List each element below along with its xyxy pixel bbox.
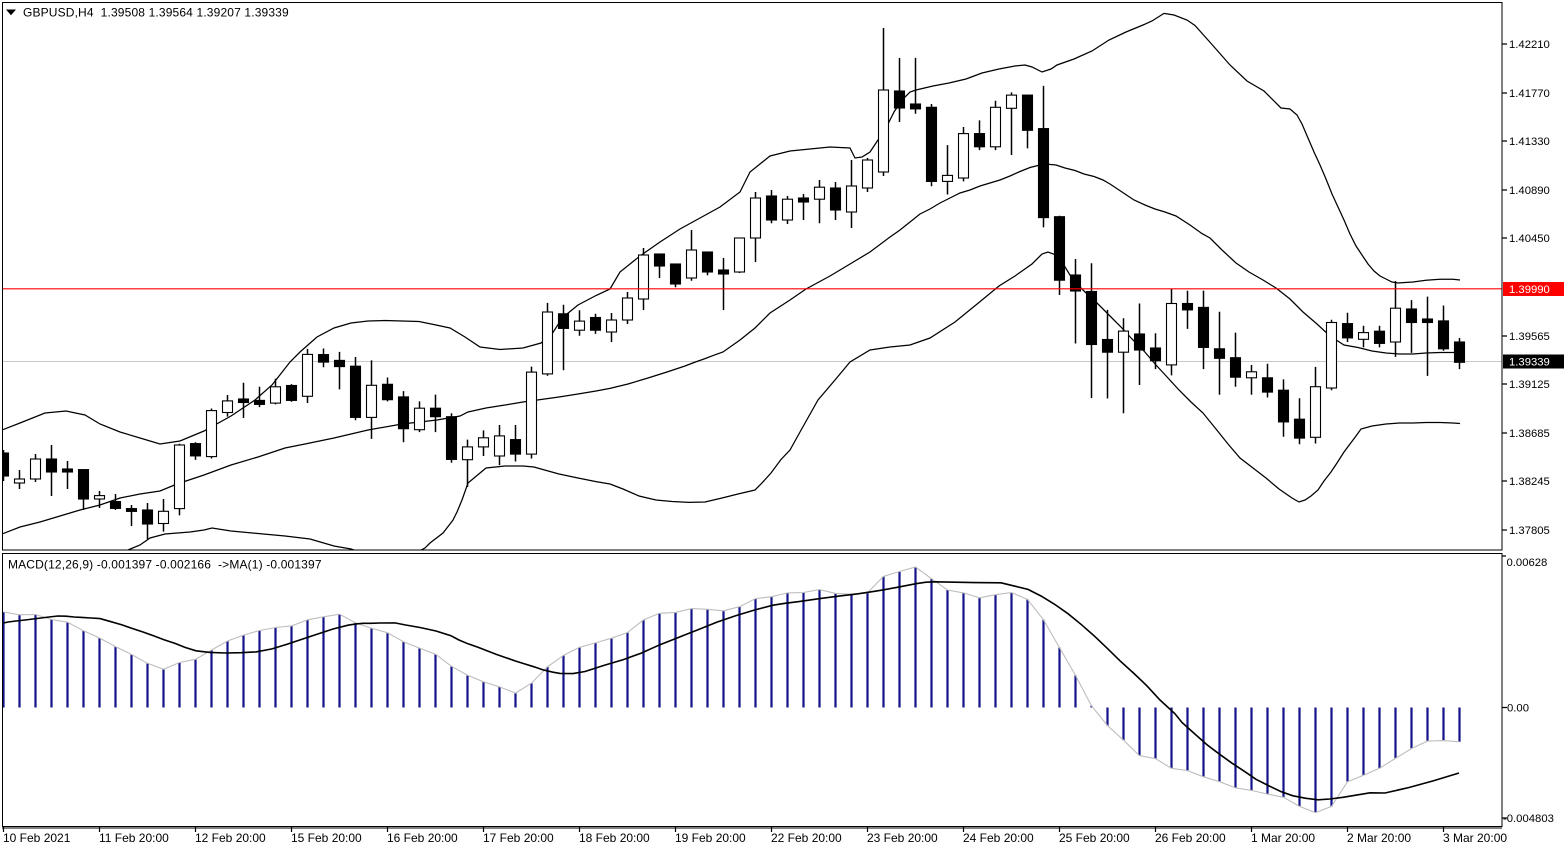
svg-text:MACD(12,26,9) -0.001397 -0.002: MACD(12,26,9) -0.001397 -0.002166 ->MA(1… [8, 558, 322, 572]
svg-text:22 Feb 20:00: 22 Feb 20:00 [771, 831, 842, 845]
svg-text:18 Feb 20:00: 18 Feb 20:00 [579, 831, 650, 845]
svg-text:1.39339: 1.39339 [1509, 357, 1550, 369]
svg-text:15 Feb 20:00: 15 Feb 20:00 [291, 831, 362, 845]
svg-text:2 Mar 20:00: 2 Mar 20:00 [1347, 831, 1411, 845]
svg-text:25 Feb 20:00: 25 Feb 20:00 [1059, 831, 1130, 845]
svg-text:1.39125: 1.39125 [1509, 379, 1550, 391]
svg-text:19 Feb 20:00: 19 Feb 20:00 [675, 831, 746, 845]
svg-text:26 Feb 20:00: 26 Feb 20:00 [1155, 831, 1226, 845]
svg-text:1.41330: 1.41330 [1509, 136, 1550, 148]
svg-text:16 Feb 20:00: 16 Feb 20:00 [387, 831, 458, 845]
svg-text:1.37805: 1.37805 [1509, 525, 1550, 537]
svg-text:12 Feb 20:00: 12 Feb 20:00 [195, 831, 266, 845]
svg-text:1.42210: 1.42210 [1509, 39, 1550, 51]
svg-text:1.38685: 1.38685 [1509, 428, 1550, 440]
svg-text:1.40450: 1.40450 [1509, 233, 1550, 245]
svg-text:-0.004803: -0.004803 [1503, 813, 1554, 825]
svg-text:1.38245: 1.38245 [1509, 476, 1550, 488]
svg-text:0.00: 0.00 [1507, 703, 1529, 715]
svg-text:11 Feb 20:00: 11 Feb 20:00 [99, 831, 169, 845]
svg-text:1.39990: 1.39990 [1509, 284, 1550, 296]
svg-text:0.00628: 0.00628 [1507, 557, 1548, 569]
svg-text:10 Feb 2021: 10 Feb 2021 [3, 831, 71, 845]
svg-text:1.39565: 1.39565 [1509, 331, 1550, 343]
svg-text:24 Feb 20:00: 24 Feb 20:00 [963, 831, 1034, 845]
svg-text:23 Feb 20:00: 23 Feb 20:00 [867, 831, 938, 845]
svg-text:1 Mar 20:00: 1 Mar 20:00 [1251, 831, 1315, 845]
svg-text:1.41770: 1.41770 [1509, 88, 1550, 100]
svg-text:1.40890: 1.40890 [1509, 185, 1550, 197]
svg-text:17 Feb 20:00: 17 Feb 20:00 [483, 831, 554, 845]
svg-text:3 Mar 20:00: 3 Mar 20:00 [1443, 831, 1507, 845]
svg-text:GBPUSD,H4 1.39508 1.39564 1.3: GBPUSD,H4 1.39508 1.39564 1.39207 1.3933… [23, 6, 289, 20]
